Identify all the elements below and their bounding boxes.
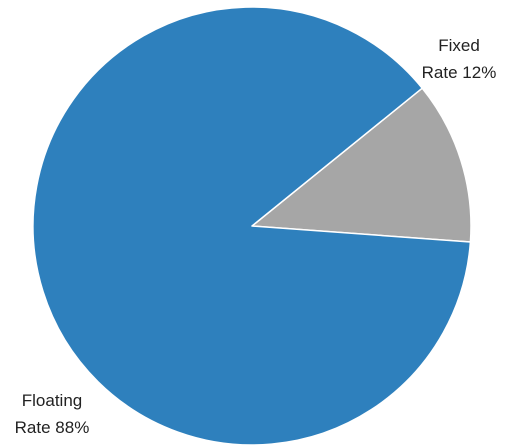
fixed-rate-label-line-2: Rate 12% <box>422 63 497 82</box>
floating-rate-label-line-1: Floating <box>22 391 82 410</box>
floating-rate-label-line-2: Rate 88% <box>15 418 90 437</box>
floating-rate-label: Floating Rate 88% <box>15 391 90 437</box>
pie-slices <box>32 6 472 445</box>
pie-slice-fixed-rate <box>251 87 472 243</box>
pie-slice-floating-rate <box>32 6 472 445</box>
fixed-rate-label-line-1: Fixed <box>438 36 480 55</box>
fixed-rate-label: Fixed Rate 12% <box>422 36 497 82</box>
